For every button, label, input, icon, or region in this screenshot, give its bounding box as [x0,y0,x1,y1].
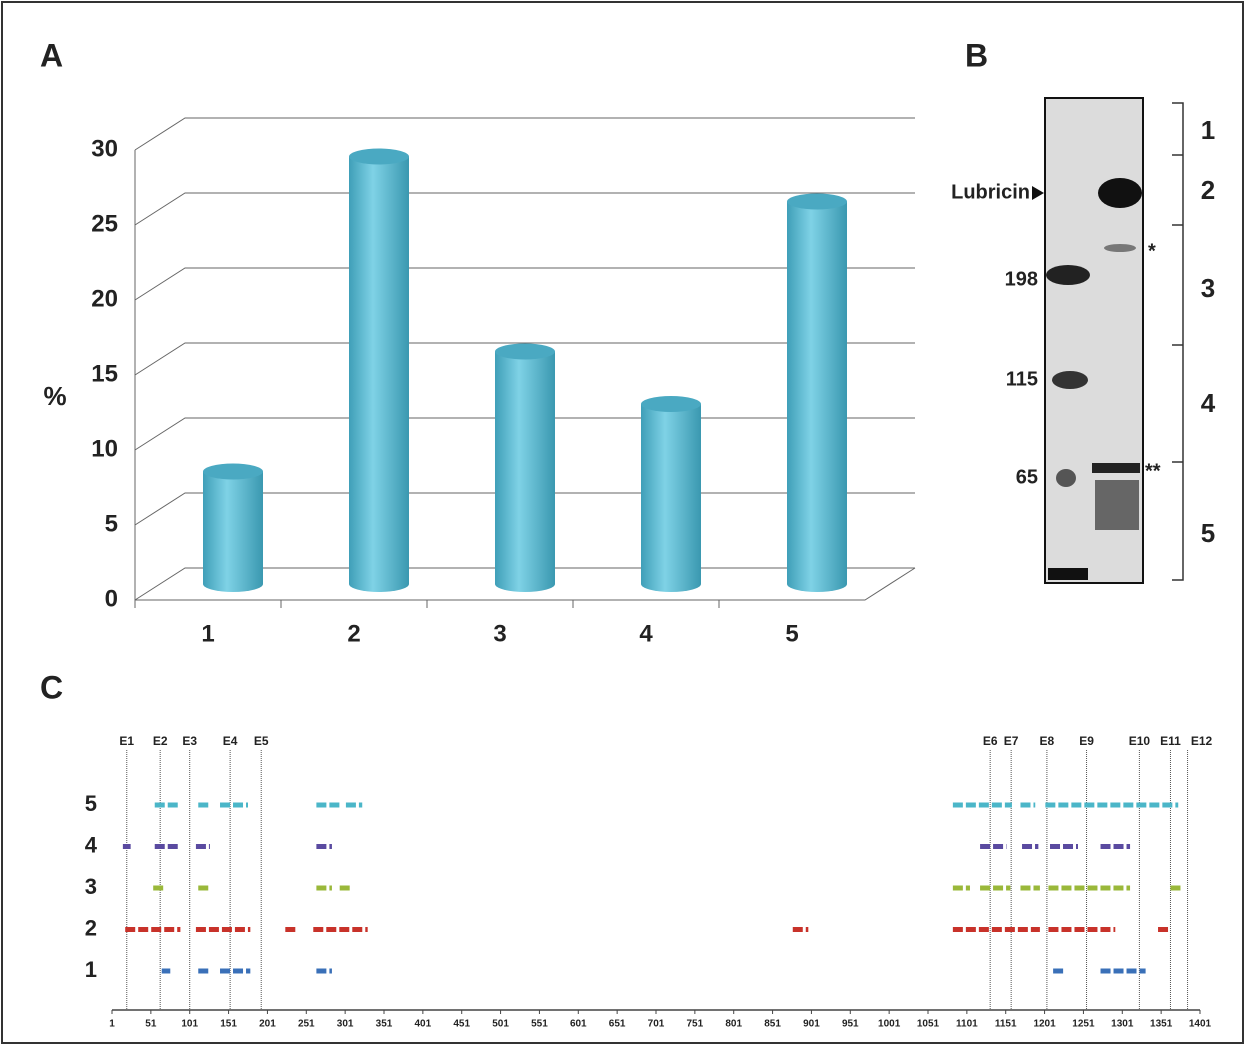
band [1104,244,1136,252]
star: * [1148,240,1156,262]
exon-label: E5 [254,734,269,748]
y-tick-label: 30 [91,135,118,162]
y-axis-label: % [43,381,66,411]
exon-label: E12 [1191,734,1213,748]
x-tick-label: 651 [609,1019,626,1030]
x-tick-label: 501 [492,1019,509,1030]
exon-label: E3 [182,734,197,748]
x-tick-label: 1301 [1111,1019,1134,1030]
marker-label: 115 [1006,368,1038,390]
x-tick-label: 251 [298,1019,315,1030]
y-tick-label: 5 [85,791,97,816]
x-tick-label: 1051 [917,1019,940,1030]
fraction-label: 2 [1201,175,1215,205]
x-tick-label: 151 [220,1019,237,1030]
marker-label: 65 [1016,466,1038,488]
x-tick-label: 1351 [1150,1019,1173,1030]
x-tick-label: 751 [687,1019,704,1030]
y-tick-label: 1 [85,957,97,982]
band [1046,265,1090,285]
grid-line [135,118,915,150]
x-tick-label: 1151 [995,1019,1017,1030]
x-tick-label: 2 [347,620,360,647]
bar [641,404,701,592]
bar [495,352,555,593]
y-tick-label: 10 [91,435,118,462]
gel: B Lubricin 198 115 65 * ** 1 2 3 4 5 [951,37,1216,583]
bar [203,472,263,593]
exon-label: E8 [1040,734,1055,748]
x-tick-label: 801 [725,1019,742,1030]
y-tick-label: 2 [85,915,97,940]
exon-label: E1 [119,734,134,748]
bar-top [203,464,263,480]
marker-label: 198 [1005,268,1038,290]
x-tick-label: 951 [842,1019,859,1030]
y-tick-label: 3 [85,874,97,899]
x-tick-label: 3 [493,620,506,647]
exon-label: E2 [153,734,168,748]
fraction-label: 1 [1201,115,1215,145]
x-tick-label: 1401 [1189,1019,1212,1030]
x-tick-label: 901 [803,1019,820,1030]
fraction-label: 3 [1201,273,1215,303]
y-tick-label: 20 [91,285,118,312]
bar-top [641,396,701,412]
x-tick-label: 4 [639,620,653,647]
x-tick-label: 51 [145,1019,157,1030]
bar [349,157,409,593]
x-tick-label: 351 [376,1019,393,1030]
arrow [1032,186,1044,200]
arrow-label: Lubricin [951,181,1030,203]
x-tick-label: 851 [764,1019,781,1030]
exon-label: E9 [1079,734,1094,748]
x-tick-label: 551 [531,1019,548,1030]
band [1095,480,1139,530]
y-tick-label: 15 [91,360,118,387]
exon-label: E11 [1160,734,1181,748]
brackets [1172,103,1183,580]
bar-top [787,194,847,210]
band [1098,178,1142,208]
figure: B Lubricin 198 115 65 * ** 1 2 3 4 5 A%0… [0,0,1245,1045]
x-tick-label: 1201 [1033,1019,1056,1030]
fraction-label: 4 [1201,388,1216,418]
x-tick-label: 451 [453,1019,470,1030]
x-tick-label: 1 [201,620,214,647]
star: ** [1145,460,1161,482]
bar [787,202,847,593]
exon-label: E4 [223,734,238,748]
x-tick-label: 101 [181,1019,198,1030]
y-tick-label: 0 [105,585,118,612]
band [1048,568,1088,580]
y-tick-label: 4 [85,832,98,857]
y-tick-label: 5 [105,510,118,537]
fraction-label: 5 [1201,518,1215,548]
y-tick-label: 25 [91,210,118,237]
panel-label: B [965,37,988,73]
x-tick-label: 201 [259,1019,276,1030]
x-tick-label: 5 [785,620,798,647]
exon-label: E6 [983,734,998,748]
x-tick-label: 1251 [1072,1019,1095,1030]
bar-top [349,149,409,165]
exon-label: E7 [1004,734,1019,748]
bar-top [495,344,555,360]
band [1092,463,1140,473]
band [1056,469,1076,487]
x-tick-label: 1101 [956,1019,978,1030]
x-tick-label: 601 [570,1019,587,1030]
x-tick-label: 1001 [878,1019,901,1030]
x-tick-label: 401 [415,1019,432,1030]
x-tick-label: 701 [648,1019,665,1030]
x-tick-label: 301 [337,1019,354,1030]
exon-label: E10 [1129,734,1151,748]
chart-title: A [40,37,63,73]
x-tick-label: 1 [109,1019,115,1030]
chart-title: C [40,669,63,705]
band [1052,371,1088,389]
